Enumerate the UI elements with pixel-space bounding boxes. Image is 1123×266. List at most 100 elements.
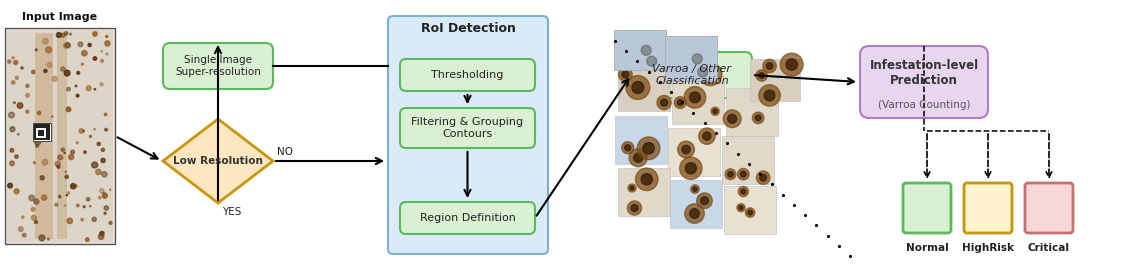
Circle shape — [626, 76, 650, 99]
Circle shape — [29, 195, 35, 201]
Bar — [665, 36, 716, 81]
Circle shape — [47, 238, 49, 240]
Circle shape — [628, 184, 636, 192]
Bar — [665, 36, 716, 81]
Circle shape — [58, 196, 61, 198]
FancyBboxPatch shape — [400, 202, 535, 234]
Circle shape — [67, 218, 73, 224]
Circle shape — [100, 231, 104, 236]
Circle shape — [748, 210, 752, 215]
Circle shape — [631, 205, 638, 211]
Circle shape — [35, 221, 37, 223]
Circle shape — [685, 163, 696, 174]
Circle shape — [685, 204, 704, 223]
Circle shape — [13, 60, 18, 65]
FancyBboxPatch shape — [860, 46, 988, 118]
Text: Low Resolution: Low Resolution — [173, 156, 263, 166]
Bar — [670, 180, 722, 228]
Circle shape — [697, 67, 707, 77]
Circle shape — [10, 161, 15, 166]
Circle shape — [100, 83, 103, 86]
Bar — [750, 59, 800, 101]
Circle shape — [65, 171, 66, 172]
Circle shape — [21, 216, 24, 218]
Text: Critical: Critical — [1028, 243, 1070, 253]
Circle shape — [65, 175, 69, 178]
Circle shape — [26, 110, 29, 113]
Circle shape — [46, 47, 52, 53]
FancyBboxPatch shape — [903, 183, 951, 233]
Circle shape — [699, 66, 707, 74]
Circle shape — [641, 174, 652, 185]
Circle shape — [101, 59, 103, 63]
Circle shape — [101, 148, 104, 151]
Bar — [614, 30, 666, 70]
Circle shape — [696, 193, 712, 209]
Circle shape — [636, 168, 658, 190]
Circle shape — [699, 128, 715, 144]
Circle shape — [31, 215, 36, 220]
Circle shape — [66, 107, 71, 112]
Circle shape — [705, 68, 716, 80]
FancyBboxPatch shape — [389, 16, 548, 254]
Text: YES: YES — [222, 207, 241, 217]
Circle shape — [673, 58, 695, 80]
Circle shape — [82, 63, 83, 65]
Text: (Varroa Counting): (Varroa Counting) — [878, 100, 970, 110]
Circle shape — [36, 144, 38, 147]
Bar — [35, 33, 53, 239]
Circle shape — [82, 51, 88, 56]
Circle shape — [79, 129, 83, 133]
Circle shape — [94, 89, 95, 90]
Bar — [4, 28, 115, 244]
Circle shape — [99, 197, 101, 199]
Circle shape — [760, 174, 767, 181]
Circle shape — [56, 32, 62, 38]
Circle shape — [623, 55, 633, 64]
Circle shape — [723, 110, 741, 128]
Circle shape — [79, 42, 83, 47]
Circle shape — [34, 199, 39, 204]
Circle shape — [35, 139, 40, 145]
Circle shape — [34, 161, 36, 164]
Bar — [618, 63, 670, 111]
Circle shape — [70, 33, 72, 35]
Circle shape — [763, 59, 776, 73]
Circle shape — [35, 49, 37, 51]
Text: RoI Detection: RoI Detection — [420, 22, 515, 35]
Circle shape — [738, 186, 748, 197]
Circle shape — [57, 165, 60, 168]
Bar — [668, 128, 720, 176]
Circle shape — [88, 43, 91, 47]
Circle shape — [677, 141, 694, 158]
FancyBboxPatch shape — [632, 52, 752, 98]
FancyBboxPatch shape — [964, 183, 1012, 233]
Circle shape — [780, 53, 803, 76]
FancyBboxPatch shape — [400, 108, 535, 148]
Circle shape — [13, 102, 16, 103]
Circle shape — [15, 189, 19, 194]
Bar — [672, 76, 724, 124]
Circle shape — [757, 171, 770, 185]
Circle shape — [90, 206, 91, 207]
Circle shape — [746, 208, 755, 217]
Circle shape — [15, 155, 18, 158]
Circle shape — [12, 57, 15, 59]
Circle shape — [69, 155, 74, 160]
Circle shape — [701, 197, 709, 205]
Circle shape — [104, 113, 107, 116]
Circle shape — [738, 168, 749, 180]
Circle shape — [92, 217, 97, 222]
Circle shape — [641, 45, 651, 55]
Circle shape — [628, 38, 645, 55]
Circle shape — [86, 198, 90, 201]
Circle shape — [104, 41, 110, 46]
Circle shape — [633, 153, 642, 162]
Circle shape — [90, 135, 91, 138]
Bar — [34, 124, 51, 140]
Circle shape — [765, 90, 775, 101]
Circle shape — [645, 53, 652, 61]
Circle shape — [632, 82, 643, 93]
Circle shape — [786, 59, 797, 70]
Circle shape — [62, 148, 64, 151]
